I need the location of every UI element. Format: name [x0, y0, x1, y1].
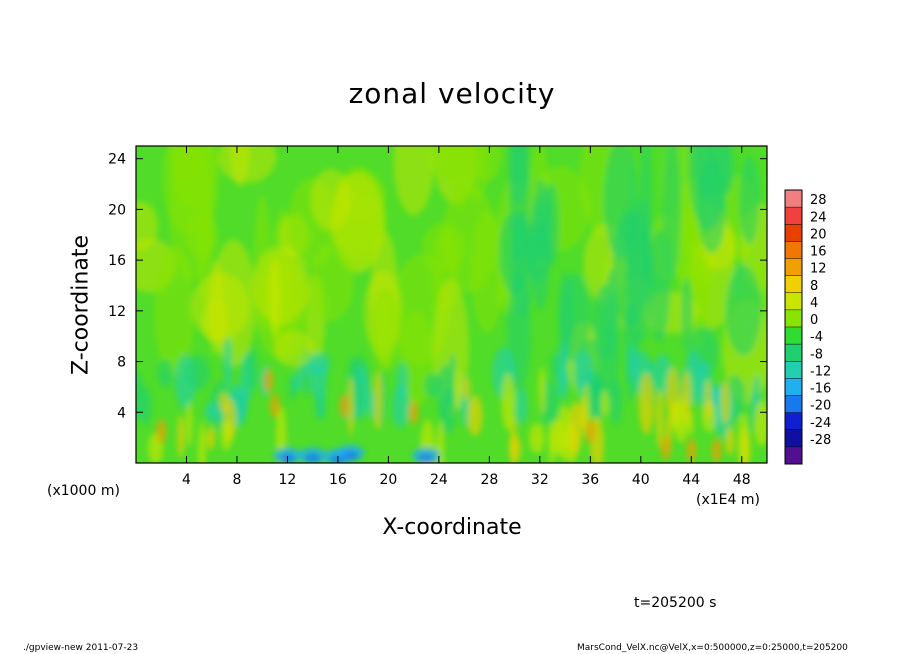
colorbar-label: 28	[810, 193, 827, 208]
colorbar: 28 24 20 16 12 8 4 0 -4 -8 -12 -16 -20 -24 -28	[784, 189, 831, 465]
y-axis-label: Z-coordinate	[68, 235, 94, 375]
plot-frame	[135, 145, 768, 464]
x-unit-secondary-label: (x1E4 m)	[696, 492, 760, 508]
x-tick-label: 8	[232, 472, 241, 488]
y-tick-label: 12	[108, 304, 126, 320]
footer-left: ./gpview-new 2011-07-23	[23, 643, 139, 653]
colorbar-label: -20	[810, 399, 831, 414]
colorbar-segment	[785, 429, 802, 448]
colorbar-segment	[785, 412, 802, 431]
footer-right: MarsCond_VelX.nc@VelX,x=0:500000,z=0:250…	[577, 643, 848, 653]
x-tick-label: 28	[480, 472, 498, 488]
colorbar-label: -16	[810, 382, 831, 397]
y-tick-label: 8	[117, 355, 126, 371]
x-tick-label: 36	[581, 472, 599, 488]
colorbar-segment	[785, 258, 802, 276]
heatmap-area	[136, 146, 767, 463]
y-axis: 4 8 12 16 20 24	[108, 152, 767, 421]
colorbar-segment	[785, 207, 802, 225]
heatmap-field	[136, 146, 767, 463]
colorbar-label: 20	[810, 227, 827, 242]
colorbar-label: -8	[810, 347, 823, 362]
x-unit-label: (x1000 m)	[47, 483, 120, 499]
time-annotation: t=205200 s	[634, 595, 717, 611]
colorbar-segment	[785, 361, 802, 379]
y-tick-label: 20	[108, 202, 126, 218]
x-axis-label: X-coordinate	[382, 515, 522, 540]
colorbar-segment	[785, 378, 802, 396]
y-tick-label: 4	[117, 405, 126, 421]
y-tick-label: 24	[108, 152, 126, 168]
x-tick-label: 40	[632, 472, 650, 488]
colorbar-segment	[785, 395, 802, 413]
colorbar-label: -24	[810, 416, 831, 431]
x-tick-label: 16	[329, 472, 347, 488]
colorbar-segment	[785, 190, 802, 208]
colorbar-label: 8	[810, 279, 818, 294]
colorbar-label: 4	[810, 296, 818, 311]
colorbar-segment	[785, 292, 802, 311]
x-tick-label: 32	[531, 472, 549, 488]
colorbar-segment	[785, 224, 802, 242]
colorbar-label: 24	[810, 210, 827, 225]
colorbar-label: -28	[810, 433, 831, 448]
x-tick-label: 24	[430, 472, 448, 488]
colorbar-segment	[785, 309, 802, 328]
colorbar-segment	[785, 241, 802, 259]
x-tick-label: 44	[682, 472, 700, 488]
y-tick-label: 16	[108, 253, 126, 269]
colorbar-label: -12	[810, 364, 831, 379]
colorbar-segment	[785, 446, 802, 465]
colorbar-label: 16	[810, 245, 827, 260]
colorbar-segment	[785, 344, 802, 362]
x-tick-label: 4	[182, 472, 191, 488]
colorbar-segment	[785, 327, 802, 345]
colorbar-label: 0	[810, 313, 818, 328]
x-tick-label: 12	[279, 472, 297, 488]
colorbar-label: -4	[810, 330, 823, 345]
colorbar-segment	[785, 275, 802, 294]
x-axis: 4 8 12 16 20 24 28 32 36 40 44 48	[182, 146, 751, 488]
x-tick-label: 20	[379, 472, 397, 488]
colorbar-label: 12	[810, 262, 827, 277]
x-tick-label: 48	[733, 472, 751, 488]
chart-title: zonal velocity	[348, 77, 556, 110]
